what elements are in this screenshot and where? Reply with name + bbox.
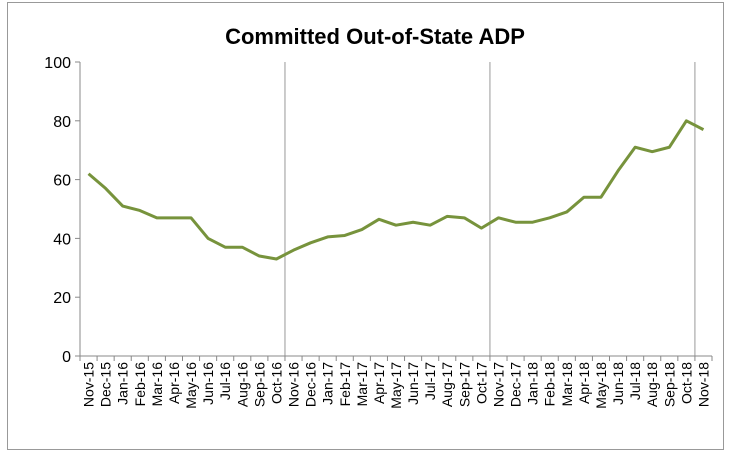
chart-title: Committed Out-of-State ADP bbox=[225, 24, 525, 49]
x-tick-label: Jan-18 bbox=[525, 362, 541, 405]
x-tick-label: Jun-17 bbox=[405, 362, 421, 405]
y-tick-label: 100 bbox=[44, 55, 71, 72]
x-tick-label: Nov-16 bbox=[286, 362, 302, 407]
x-tick-label: Apr-17 bbox=[371, 362, 387, 404]
data-line bbox=[87, 119, 705, 261]
x-tick-label: Jul-16 bbox=[217, 362, 233, 400]
x-tick-label: Jan-17 bbox=[320, 362, 336, 405]
x-tick-label: Oct-17 bbox=[473, 362, 489, 404]
x-tick-label: Aug-17 bbox=[439, 362, 455, 407]
x-tick-label: Dec-15 bbox=[98, 362, 114, 407]
x-tick-label: Mar-16 bbox=[149, 362, 165, 407]
x-tick-label: Feb-18 bbox=[542, 362, 558, 407]
y-tick-label: 60 bbox=[53, 173, 71, 190]
x-tick-label: Sep-18 bbox=[661, 362, 677, 407]
x-tick-label: Oct-16 bbox=[268, 362, 284, 404]
y-tick-label: 40 bbox=[53, 231, 71, 248]
x-tick-label: Jul-17 bbox=[422, 362, 438, 400]
x-tick-label: Nov-17 bbox=[490, 362, 506, 407]
x-tick-label: May-17 bbox=[388, 362, 404, 409]
x-tick-label: Feb-16 bbox=[132, 362, 148, 407]
x-tick-label: Aug-16 bbox=[234, 362, 250, 407]
x-tick-label: May-18 bbox=[593, 362, 609, 409]
y-tick-label: 0 bbox=[62, 349, 71, 366]
y-tick-label: 20 bbox=[53, 290, 71, 307]
y-tick-label: 80 bbox=[53, 114, 71, 131]
x-tick-label: Jan-16 bbox=[115, 362, 131, 405]
x-tick-label: Mar-17 bbox=[354, 362, 370, 407]
x-tick-label: May-16 bbox=[183, 362, 199, 409]
x-tick-label: Apr-16 bbox=[166, 362, 182, 404]
x-tick-label: Feb-17 bbox=[337, 362, 353, 407]
x-tick-label: Apr-18 bbox=[576, 362, 592, 404]
x-tick-label: Nov-18 bbox=[695, 362, 711, 407]
x-tick-label: Mar-18 bbox=[559, 362, 575, 407]
x-tick-label: Jun-18 bbox=[610, 362, 626, 405]
x-tick-label: Oct-18 bbox=[678, 362, 694, 404]
x-tick-label: Sep-17 bbox=[456, 362, 472, 407]
x-tick-label: Dec-17 bbox=[508, 362, 524, 407]
x-tick-label: Dec-16 bbox=[303, 362, 319, 407]
x-tick-label: Jun-16 bbox=[200, 362, 216, 405]
x-tick-label: Sep-16 bbox=[251, 362, 267, 407]
x-tick-label: Nov-15 bbox=[81, 362, 97, 407]
x-tick-label: Aug-18 bbox=[644, 362, 660, 407]
x-tick-label: Jul-18 bbox=[627, 362, 643, 400]
